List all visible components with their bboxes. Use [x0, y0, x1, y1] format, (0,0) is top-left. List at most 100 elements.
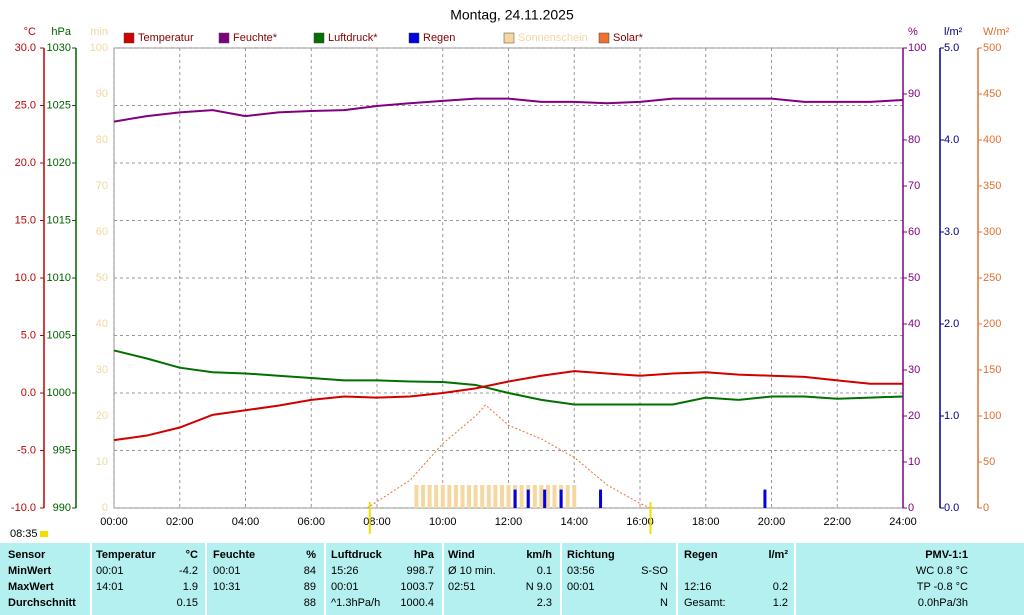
legend-label: Sonnenschein	[518, 32, 588, 44]
legend-label: Regen	[423, 32, 455, 44]
axis-title: hPa	[51, 26, 71, 38]
y-tick-label: 4.0	[944, 134, 959, 146]
x-tick-label: 02:00	[166, 516, 194, 528]
y-tick-label: 3.0	[944, 226, 959, 238]
table-header-cell: Temperatur	[96, 549, 156, 561]
y-tick-label: 0	[102, 502, 108, 514]
x-tick-label: 24:00	[889, 516, 917, 528]
bar	[526, 489, 530, 508]
y-tick-label: 20	[96, 410, 108, 422]
y-tick-label: 30	[96, 364, 108, 376]
y-tick-label: 70	[908, 180, 920, 192]
y-tick-label: 5.0	[944, 42, 959, 54]
table-cell: N	[660, 581, 668, 593]
y-tick-label: 60	[908, 226, 920, 238]
bar	[453, 485, 458, 508]
y-tick-label: 0.0	[21, 387, 36, 399]
bar	[427, 485, 432, 508]
y-tick-label: 1025	[47, 99, 71, 111]
table-header-cell: Regen	[684, 549, 718, 561]
bar	[473, 485, 478, 508]
bar	[480, 485, 485, 508]
y-tick-label: 25.0	[15, 99, 36, 111]
y-tick-label: 0	[983, 502, 989, 514]
y-tick-label: 1010	[47, 272, 71, 284]
x-tick-label: 00:00	[100, 516, 128, 528]
y-tick-label: 50	[983, 456, 995, 468]
y-tick-label: 15.0	[15, 214, 36, 226]
column-separator	[794, 543, 796, 615]
column-separator	[324, 543, 326, 615]
table-cell: 0.0hPa/3h	[917, 597, 968, 609]
x-tick-label: 22:00	[823, 516, 851, 528]
y-tick-label: 250	[983, 272, 1001, 284]
y-tick-label: 50	[96, 272, 108, 284]
y-tick-label: 2.0	[944, 318, 959, 330]
table-header-cell: Wind	[448, 549, 475, 561]
series-line	[113, 97, 904, 123]
bar	[434, 485, 439, 508]
bar	[763, 489, 767, 508]
x-tick-label: 18:00	[692, 516, 720, 528]
table-cell: MaxWert	[8, 581, 54, 593]
table-cell: MinWert	[8, 565, 52, 577]
y-tick-label: 0.0	[944, 502, 959, 514]
y-tick-label: 60	[96, 226, 108, 238]
bar	[519, 485, 524, 508]
y-tick-label: 1020	[47, 157, 71, 169]
table-cell: N	[660, 597, 668, 609]
bar	[447, 485, 452, 508]
y-tick-label: 100	[983, 410, 1001, 422]
bar	[565, 485, 570, 508]
table-cell: 998.7	[406, 565, 434, 577]
table-cell: ^1.3hPa/h	[331, 597, 381, 609]
y-tick-label: 1015	[47, 214, 71, 226]
table-cell: 88	[303, 597, 316, 609]
y-tick-label: 10.0	[15, 272, 36, 284]
y-tick-label: 80	[96, 134, 108, 146]
bar	[572, 485, 577, 508]
bar	[414, 485, 419, 508]
legend-swatch	[503, 32, 515, 44]
x-tick-label: 16:00	[626, 516, 654, 528]
time-marker	[40, 531, 48, 537]
y-tick-label: 400	[983, 134, 1001, 146]
y-tick-label: 70	[96, 180, 108, 192]
series-line	[113, 349, 904, 406]
bar	[440, 485, 445, 508]
table-cell: 0.2	[772, 581, 788, 593]
bar	[559, 489, 563, 508]
x-tick-label: 06:00	[297, 516, 325, 528]
y-tick-label: 300	[983, 226, 1001, 238]
table-cell: 0.1	[536, 565, 552, 577]
y-tick-label: 10	[908, 456, 920, 468]
y-tick-label: 40	[908, 318, 920, 330]
bar	[421, 485, 426, 508]
table-cell: 00:01	[96, 565, 124, 577]
x-tick-label: 04:00	[232, 516, 260, 528]
y-tick-label: 995	[53, 444, 71, 456]
y-tick-label: 1030	[47, 42, 71, 54]
y-tick-label: 20	[908, 410, 920, 422]
table-cell: 03:56	[567, 565, 595, 577]
table-cell: 00:01	[331, 581, 359, 593]
legend-label: Luftdruck*	[328, 32, 378, 44]
table-header-cell: Feuchte	[213, 549, 256, 561]
bar	[467, 485, 472, 508]
bar	[552, 485, 557, 508]
bar	[543, 489, 547, 508]
column-separator	[442, 543, 444, 615]
y-tick-label: 90	[908, 88, 920, 100]
y-tick-label: 990	[53, 502, 71, 514]
bar	[532, 485, 537, 508]
table-header-cell: °C	[185, 549, 198, 561]
y-tick-label: 500	[983, 42, 1001, 54]
column-separator	[205, 543, 207, 615]
table-header-cell: km/h	[526, 549, 552, 561]
table-header-cell: Sensor	[8, 549, 46, 561]
axis-title: min	[90, 26, 108, 38]
y-tick-label: 350	[983, 180, 1001, 192]
y-tick-label: 80	[908, 134, 920, 146]
table-cell: 0.15	[176, 597, 198, 609]
table-cell: Durchschnitt	[8, 597, 76, 609]
